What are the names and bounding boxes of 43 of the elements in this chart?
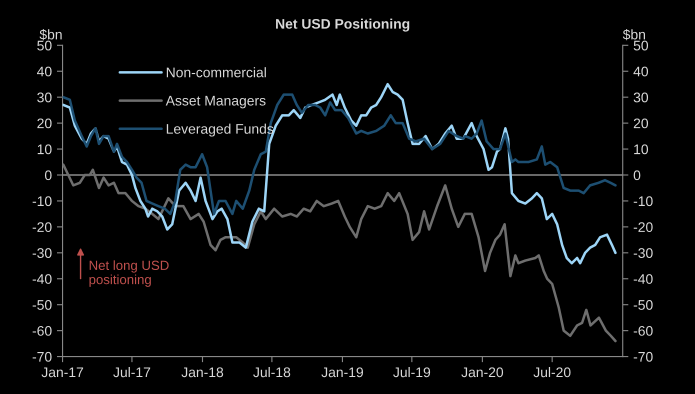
- y-tick-label: -60: [32, 326, 52, 336]
- y-axis-title: $bn: [40, 29, 62, 40]
- y-tick-label: -50: [32, 300, 52, 310]
- legend-label: Leveraged Funds: [166, 124, 274, 137]
- y2-tick-label: 40: [633, 66, 648, 76]
- x-tick-label: Jul-18: [253, 366, 290, 378]
- y-tick-label: 20: [37, 118, 52, 128]
- y-tick-label: 0: [44, 170, 52, 180]
- line-series: [62, 93, 617, 216]
- y2-tick-label: -20: [634, 222, 653, 232]
- x-tick-label: Jul-17: [113, 366, 150, 378]
- y-tick-label: -10: [32, 196, 52, 206]
- x-tick-label: Jul-19: [393, 366, 430, 378]
- y2-axis-title: $bn: [622, 29, 645, 40]
- y2-tick-label: -70: [634, 352, 653, 362]
- y-tick-label: -20: [32, 222, 52, 232]
- y2-tick-label: -30: [634, 248, 653, 258]
- legend-label: Asset Managers: [166, 96, 266, 108]
- y2-tick-label: 20: [634, 118, 648, 128]
- y2-tick-label: -10: [634, 196, 653, 206]
- legend-label: Non-commercial: [166, 67, 266, 78]
- y2-tick-label: 0: [634, 170, 640, 180]
- x-tick-label: Jan-19: [321, 367, 364, 378]
- y-tick-label: -70: [32, 352, 52, 362]
- x-tick-label: Jan-18: [181, 367, 224, 378]
- y2-tick-label: -40: [634, 274, 653, 284]
- chart-title: Net USD Positioning: [276, 18, 410, 32]
- x-tick-label: Jan-17: [42, 367, 84, 378]
- y-tick-label: -30: [32, 248, 52, 258]
- annotation: Net long USD positioning: [89, 260, 169, 287]
- y-tick-label: 40: [37, 66, 52, 76]
- x-tick-label: Jan-20: [461, 367, 504, 378]
- y2-tick-label: -60: [634, 326, 653, 336]
- y2-tick-label: -50: [634, 300, 653, 310]
- y-tick-label: 30: [37, 92, 52, 102]
- y-tick-label: 50: [37, 40, 52, 50]
- y2-tick-label: 10: [634, 144, 648, 154]
- x-tick-label: Jul-20: [533, 366, 571, 378]
- y-tick-label: 10: [38, 144, 52, 154]
- y-tick-label: -40: [32, 274, 52, 284]
- line-series: [62, 163, 617, 342]
- y2-tick-label: 50: [634, 40, 648, 50]
- y2-tick-label: 30: [634, 92, 648, 102]
